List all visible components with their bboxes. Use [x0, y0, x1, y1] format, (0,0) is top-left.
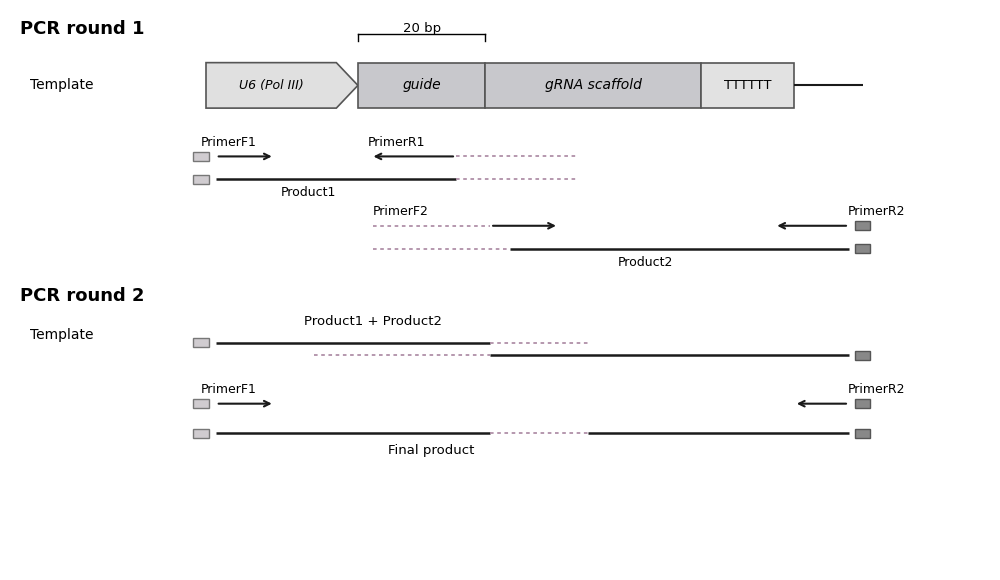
Text: PCR round 2: PCR round 2 — [20, 287, 144, 304]
FancyBboxPatch shape — [701, 63, 794, 108]
Text: 20 bp: 20 bp — [403, 22, 441, 35]
FancyBboxPatch shape — [485, 63, 701, 108]
Text: PCR round 1: PCR round 1 — [20, 20, 144, 38]
Text: Template: Template — [30, 328, 93, 342]
Text: Product1 + Product2: Product1 + Product2 — [304, 315, 442, 328]
Bar — [193, 175, 209, 184]
Text: Product2: Product2 — [618, 256, 673, 269]
FancyBboxPatch shape — [358, 63, 485, 108]
Bar — [855, 244, 870, 253]
Text: PrimerF1: PrimerF1 — [201, 136, 257, 148]
Text: PrimerR1: PrimerR1 — [368, 136, 425, 148]
Bar — [193, 152, 209, 161]
Text: U6 (Pol III): U6 (Pol III) — [239, 79, 304, 92]
Text: PrimerF2: PrimerF2 — [373, 205, 428, 218]
Text: TTTTTT: TTTTTT — [724, 79, 771, 92]
Text: guide: guide — [402, 78, 441, 92]
Polygon shape — [206, 63, 358, 108]
Bar — [855, 221, 870, 230]
Text: PrimerR2: PrimerR2 — [848, 383, 905, 396]
Bar — [193, 429, 209, 438]
Text: Product1: Product1 — [281, 186, 337, 199]
Text: Template: Template — [30, 78, 93, 92]
Text: Final product: Final product — [388, 444, 475, 457]
Bar — [193, 399, 209, 408]
Bar — [855, 351, 870, 360]
Bar — [855, 429, 870, 438]
Text: PrimerR2: PrimerR2 — [848, 205, 905, 218]
Text: gRNA scaffold: gRNA scaffold — [545, 78, 642, 92]
Text: PrimerF1: PrimerF1 — [201, 383, 257, 396]
Bar — [855, 399, 870, 408]
Bar — [193, 338, 209, 347]
